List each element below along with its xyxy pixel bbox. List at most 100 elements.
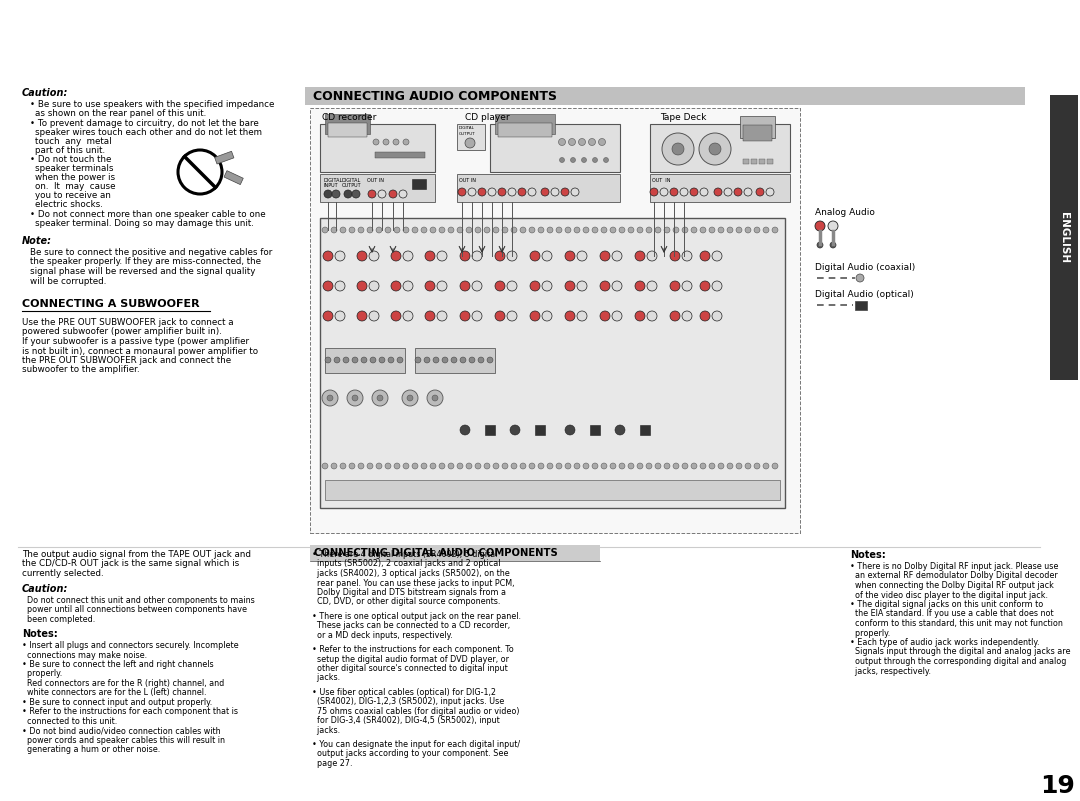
Text: • You can designate the input for each digital input/: • You can designate the input for each d… — [312, 740, 521, 749]
Bar — [310, 108, 800, 533]
Circle shape — [507, 311, 517, 321]
Circle shape — [468, 188, 476, 196]
Text: connected to this unit.: connected to this unit. — [22, 717, 118, 726]
Text: or a MD deck inputs, respectively.: or a MD deck inputs, respectively. — [312, 630, 453, 640]
Circle shape — [478, 357, 484, 363]
Circle shape — [772, 463, 778, 469]
Text: jacks (SR4002), 3 optical jacks (SR5002), on the: jacks (SR4002), 3 optical jacks (SR5002)… — [312, 569, 510, 578]
Bar — [310, 545, 600, 561]
Circle shape — [345, 190, 352, 198]
Circle shape — [460, 357, 465, 363]
Circle shape — [600, 251, 610, 261]
Text: CD, DVD, or other digital source components.: CD, DVD, or other digital source compone… — [312, 598, 500, 606]
Circle shape — [437, 311, 447, 321]
Circle shape — [465, 227, 472, 233]
Circle shape — [772, 227, 778, 233]
Circle shape — [397, 357, 403, 363]
Circle shape — [635, 251, 645, 261]
Text: • Refer to the instructions for each component that is: • Refer to the instructions for each com… — [22, 707, 238, 717]
Circle shape — [403, 227, 409, 233]
Circle shape — [635, 311, 645, 321]
Circle shape — [546, 463, 553, 469]
Text: speaker wires touch each other and do not let them: speaker wires touch each other and do no… — [35, 128, 262, 137]
Circle shape — [376, 463, 382, 469]
Bar — [743, 125, 772, 141]
Text: • Be sure to connect input and output properly.: • Be sure to connect input and output pr… — [22, 698, 213, 707]
Circle shape — [323, 311, 333, 321]
Circle shape — [402, 390, 418, 406]
Circle shape — [369, 251, 379, 261]
Bar — [1050, 95, 1078, 380]
Circle shape — [577, 251, 588, 261]
Circle shape — [448, 227, 454, 233]
Circle shape — [484, 463, 490, 469]
Circle shape — [488, 188, 496, 196]
Circle shape — [565, 227, 571, 233]
Circle shape — [519, 463, 526, 469]
Circle shape — [438, 227, 445, 233]
Circle shape — [472, 311, 482, 321]
Circle shape — [673, 227, 679, 233]
Circle shape — [324, 190, 332, 198]
Circle shape — [433, 357, 438, 363]
Circle shape — [600, 311, 610, 321]
Circle shape — [565, 251, 575, 261]
Circle shape — [332, 190, 340, 198]
Circle shape — [368, 190, 376, 198]
Text: powered subwoofer (power amplifier built in).: powered subwoofer (power amplifier built… — [22, 328, 221, 336]
Text: ENGLISH: ENGLISH — [1059, 212, 1069, 263]
Circle shape — [469, 357, 475, 363]
Bar — [457, 124, 485, 150]
Text: electric shocks.: electric shocks. — [35, 200, 103, 209]
Circle shape — [681, 281, 692, 291]
Circle shape — [718, 227, 724, 233]
Text: DIGITAL: DIGITAL — [459, 126, 475, 130]
Circle shape — [424, 357, 430, 363]
Circle shape — [432, 395, 438, 401]
Circle shape — [460, 281, 470, 291]
Circle shape — [816, 242, 823, 248]
Circle shape — [610, 227, 616, 233]
Text: • Insert all plugs and connectors securely. Incomplete: • Insert all plugs and connectors secure… — [22, 641, 239, 650]
Circle shape — [756, 188, 764, 196]
Text: jacks, respectively.: jacks, respectively. — [850, 666, 931, 675]
Circle shape — [448, 463, 454, 469]
Text: Use the PRE OUT SUBWOOFER jack to connect a: Use the PRE OUT SUBWOOFER jack to connec… — [22, 318, 233, 327]
Circle shape — [691, 227, 697, 233]
Circle shape — [437, 251, 447, 261]
Circle shape — [612, 311, 622, 321]
Text: properly.: properly. — [22, 670, 63, 678]
Circle shape — [558, 139, 566, 146]
Bar — [759, 159, 765, 164]
Text: speaker terminals: speaker terminals — [35, 164, 113, 173]
Circle shape — [672, 143, 684, 155]
Circle shape — [421, 463, 427, 469]
Bar — [415, 348, 495, 373]
Circle shape — [495, 251, 505, 261]
Circle shape — [335, 311, 345, 321]
Bar — [485, 425, 495, 435]
Bar — [325, 480, 780, 500]
Circle shape — [815, 221, 825, 231]
Circle shape — [502, 227, 508, 233]
Circle shape — [727, 463, 733, 469]
Circle shape — [538, 463, 544, 469]
Circle shape — [700, 281, 710, 291]
Circle shape — [325, 357, 330, 363]
Circle shape — [571, 188, 579, 196]
Text: is not built in), connect a monaural power amplifier to: is not built in), connect a monaural pow… — [22, 347, 258, 356]
Circle shape — [442, 357, 448, 363]
Circle shape — [367, 227, 373, 233]
Circle shape — [519, 227, 526, 233]
Circle shape — [391, 281, 401, 291]
Text: If your subwoofer is a passive type (power amplifier: If your subwoofer is a passive type (pow… — [22, 337, 249, 346]
Text: of the video disc player to the digital input jack.: of the video disc player to the digital … — [850, 590, 1048, 599]
Circle shape — [460, 425, 470, 435]
Bar — [457, 174, 620, 202]
Circle shape — [399, 190, 407, 198]
Text: • Be sure to connect the left and right channels: • Be sure to connect the left and right … — [22, 660, 214, 669]
Circle shape — [581, 158, 586, 163]
Circle shape — [570, 158, 576, 163]
Circle shape — [542, 281, 552, 291]
Circle shape — [393, 139, 399, 145]
